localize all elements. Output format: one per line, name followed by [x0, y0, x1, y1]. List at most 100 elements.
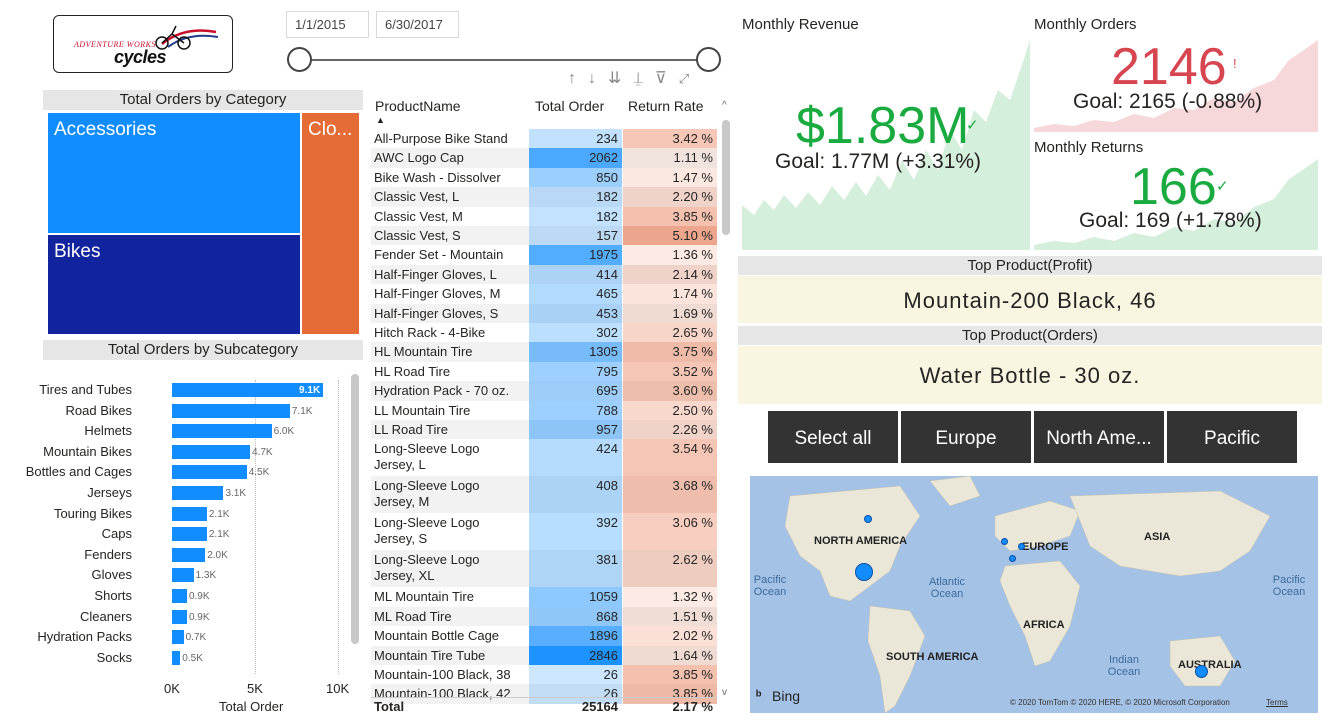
- bar-row[interactable]: Tires and Tubes 9.1K: [0, 380, 330, 400]
- bar[interactable]: [172, 650, 181, 665]
- bar[interactable]: [172, 547, 206, 562]
- cell-product-name: HL Mountain Tire: [374, 344, 473, 360]
- bar-row[interactable]: Gloves 1.3K: [0, 565, 330, 585]
- map-bubble-canada[interactable]: [864, 515, 872, 523]
- end-date-input[interactable]: 6/30/2017: [376, 11, 459, 38]
- returns-goal: Goal: 169 (+1.78%): [1079, 209, 1262, 232]
- region-select-all-button[interactable]: Select all: [768, 411, 898, 463]
- treemap-tile-accessories[interactable]: Accessories: [48, 113, 300, 233]
- table-row[interactable]: Long-Sleeve Logo Jersey, L 424 3.54 %: [371, 439, 717, 477]
- map-bubble-france[interactable]: [1009, 555, 1016, 562]
- x-tick-10k: 10K: [326, 681, 350, 696]
- map-bubble-germany[interactable]: [1018, 543, 1025, 550]
- table-row[interactable]: Long-Sleeve Logo Jersey, XL 381 2.62 %: [371, 550, 717, 588]
- table-row[interactable]: HL Road Tire 795 3.52 %: [371, 361, 717, 382]
- table-row[interactable]: Mountain Tire Tube 2846 1.64 %: [371, 645, 717, 665]
- col-header-product[interactable]: ProductName: [375, 98, 461, 114]
- table-scrollbar[interactable]: ^ v: [720, 100, 732, 698]
- col-header-return-rate[interactable]: Return Rate: [628, 98, 704, 114]
- bar[interactable]: [172, 568, 194, 583]
- bar[interactable]: [172, 486, 224, 500]
- bar-row[interactable]: Mountain Bikes 4.7K: [0, 442, 330, 462]
- bar-category-label: Hydration Packs: [37, 629, 132, 645]
- table-row[interactable]: Mountain-100 Black, 38 26 3.85 %: [371, 665, 717, 685]
- cell-total-order: 26: [529, 665, 622, 685]
- sales-map[interactable]: NORTH AMERICA EUROPE ASIA AFRICA SOUTH A…: [750, 476, 1318, 713]
- bar[interactable]: [172, 403, 290, 418]
- bar[interactable]: [172, 609, 187, 624]
- bar[interactable]: [172, 465, 247, 480]
- bar-row[interactable]: Bottles and Cages 4.5K: [0, 462, 330, 482]
- region-europe-button[interactable]: Europe: [901, 411, 1031, 463]
- col-header-total-order[interactable]: Total Order: [535, 98, 605, 114]
- map-bubble-australia[interactable]: [1195, 665, 1208, 678]
- table-row[interactable]: ML Road Tire 868 1.51 %: [371, 606, 717, 627]
- table-row[interactable]: Half-Finger Gloves, S 453 1.69 %: [371, 303, 717, 323]
- bar[interactable]: [172, 383, 324, 397]
- table-row[interactable]: Mountain Bottle Cage 1896 2.02 %: [371, 626, 717, 646]
- cell-total-order: 234: [529, 129, 622, 149]
- cell-return-rate: 3.60 %: [623, 381, 717, 401]
- region-north-america-button[interactable]: North Ame...: [1034, 411, 1164, 463]
- chart-scrollbar[interactable]: [351, 374, 359, 644]
- table-row[interactable]: Bike Wash - Dissolver 850 1.47 %: [371, 167, 717, 188]
- table-row[interactable]: LL Road Tire 957 2.26 %: [371, 420, 717, 440]
- table-row[interactable]: Fender Set - Mountain 1975 1.36 %: [371, 245, 717, 265]
- bar-row[interactable]: Caps 2.1K: [0, 524, 330, 544]
- bar-row[interactable]: Shorts 0.9K: [0, 586, 330, 606]
- table-row[interactable]: HL Mountain Tire 1305 3.75 %: [371, 342, 717, 362]
- map-label-asia: ASIA: [1144, 531, 1171, 543]
- bar[interactable]: [172, 589, 187, 603]
- bar-row[interactable]: Jerseys 3.1K: [0, 483, 330, 503]
- table-row[interactable]: Long-Sleeve Logo Jersey, S 392 3.06 %: [371, 513, 717, 551]
- drill-up-icon[interactable]: ↑: [568, 70, 588, 87]
- table-row[interactable]: Half-Finger Gloves, L 414 2.14 %: [371, 264, 717, 285]
- cell-return-rate: 5.10 %: [623, 226, 717, 246]
- region-pacific-button[interactable]: Pacific: [1167, 411, 1297, 463]
- bar-row[interactable]: Socks 0.5K: [0, 648, 330, 668]
- table-row[interactable]: Hitch Rack - 4-Bike 302 2.65 %: [371, 323, 717, 343]
- table-row[interactable]: Classic Vest, L 182 2.20 %: [371, 187, 717, 207]
- bar[interactable]: [172, 424, 272, 439]
- table-row[interactable]: Hydration Pack - 70 oz. 695 3.60 %: [371, 381, 717, 401]
- date-slider-track[interactable]: [299, 59, 708, 61]
- cell-return-rate: 1.11 %: [623, 148, 717, 168]
- bar-row[interactable]: Road Bikes 7.1K: [0, 401, 330, 421]
- start-date-input[interactable]: 1/1/2015: [286, 11, 369, 38]
- drill-down-icon[interactable]: ↓: [588, 70, 608, 87]
- date-slider-end-handle[interactable]: [696, 47, 721, 72]
- hierarchy-icon[interactable]: ⍊: [633, 70, 656, 87]
- bar-category-label: Tires and Tubes: [39, 382, 132, 397]
- map-bubble-united-states[interactable]: [855, 563, 873, 581]
- bar[interactable]: [172, 506, 207, 521]
- bar[interactable]: [172, 527, 207, 542]
- focus-mode-icon[interactable]: ⤢: [678, 71, 702, 86]
- map-label-south-america: SOUTH AMERICA: [886, 651, 979, 663]
- table-row[interactable]: All-Purpose Bike Stand 234 3.42 %: [371, 129, 717, 149]
- revenue-status-check-icon: ✓: [966, 117, 979, 134]
- date-slider-start-handle[interactable]: [287, 47, 312, 72]
- filter-icon[interactable]: ⊽: [655, 70, 679, 87]
- table-row[interactable]: Classic Vest, M 182 3.85 %: [371, 206, 717, 226]
- treemap-tile-clothing[interactable]: Clo...: [302, 113, 359, 334]
- bar-row[interactable]: Helmets 6.0K: [0, 421, 330, 441]
- table-row[interactable]: ML Mountain Tire 1059 1.32 %: [371, 587, 717, 607]
- bar-row[interactable]: Hydration Packs 0.7K: [0, 627, 330, 647]
- bar-row[interactable]: Cleaners 0.9K: [0, 607, 330, 627]
- bar-row[interactable]: Touring Bikes 2.1K: [0, 504, 330, 524]
- treemap-tile-bikes[interactable]: Bikes: [48, 235, 300, 334]
- table-row[interactable]: LL Mountain Tire 788 2.50 %: [371, 400, 717, 420]
- bar[interactable]: [172, 444, 251, 459]
- table-row[interactable]: Classic Vest, S 157 5.10 %: [371, 226, 717, 246]
- bar[interactable]: [172, 630, 184, 645]
- map-terms-link[interactable]: Terms: [1266, 698, 1288, 707]
- bar-value-label: 0.9K: [188, 611, 210, 623]
- table-row[interactable]: AWC Logo Cap 2062 1.11 %: [371, 148, 717, 168]
- map-bubble-uk[interactable]: [1001, 538, 1008, 545]
- table-row[interactable]: Half-Finger Gloves, M 465 1.74 %: [371, 284, 717, 304]
- table-row[interactable]: Long-Sleeve Logo Jersey, M 408 3.68 %: [371, 476, 717, 514]
- logo-text-bottom: cycles: [114, 47, 167, 67]
- bar-row[interactable]: Fenders 2.0K: [0, 545, 330, 565]
- expand-all-icon[interactable]: ⇊: [608, 70, 634, 87]
- cell-total-order: 302: [529, 323, 622, 343]
